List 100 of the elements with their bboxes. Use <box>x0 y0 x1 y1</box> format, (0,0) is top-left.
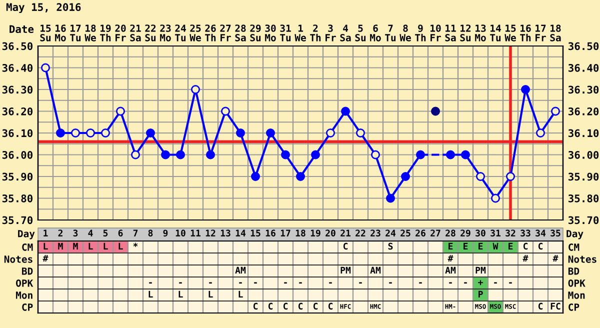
point <box>56 128 65 138</box>
x-tick-label: 6 <box>118 230 123 236</box>
x-tick-label: 17 <box>280 230 290 236</box>
point <box>536 128 545 138</box>
text: C <box>268 302 273 310</box>
x-tick-label: 17 Fr <box>536 24 546 42</box>
x-tick-label: 5 Su <box>355 24 366 42</box>
point <box>236 128 245 138</box>
text: L <box>148 290 153 298</box>
y-tick-label: 36.30 <box>2 86 33 94</box>
x-tick-label: 10 Fr <box>430 24 441 42</box>
text: - <box>299 282 302 284</box>
y2-tick-label: 35.70 <box>568 216 599 224</box>
y2-tick-label: 36.30 <box>568 86 599 94</box>
text: W <box>492 242 498 250</box>
point <box>251 172 260 181</box>
y-tick-label: 35.90 <box>2 172 33 181</box>
y2-tick-label: Notes <box>568 256 596 263</box>
x-tick-label: 26 Th <box>205 24 216 42</box>
text: - <box>509 282 512 284</box>
x-tick-label: 9 <box>163 230 168 237</box>
point <box>86 128 95 138</box>
x-tick-label: 20 Fr <box>115 24 126 42</box>
x-tick-label: 18 Sa <box>550 24 561 42</box>
y-tick-label: CP <box>22 303 33 311</box>
point <box>371 150 380 160</box>
point <box>296 172 305 181</box>
point <box>41 63 50 72</box>
x-tick-label: 28 Sa <box>235 24 246 42</box>
x-tick-label: 18 We <box>84 24 96 42</box>
x-tick-label: 12 Su <box>460 24 471 42</box>
y2-tick-label: 36.20 <box>568 107 599 116</box>
x-tick-label: 10 <box>176 230 186 236</box>
y-tick-label: OPK <box>16 279 34 287</box>
text: AM <box>235 266 246 274</box>
text: C <box>253 302 258 310</box>
text: C <box>538 302 543 310</box>
x-tick-label: 8 We <box>400 24 411 42</box>
point <box>341 106 350 116</box>
x-tick-label: 35 <box>550 230 560 236</box>
point <box>146 128 155 138</box>
text: L <box>178 290 183 298</box>
x-tick-label: 7 Tu <box>385 24 396 42</box>
text: C <box>538 242 543 250</box>
y-tick-label: 36.00 <box>2 150 33 159</box>
text: C <box>283 302 288 310</box>
point <box>506 172 515 181</box>
y-tick-label: 36.20 <box>2 107 33 116</box>
x-tick-label: 29 <box>460 230 470 237</box>
x-tick-label: 13 <box>220 230 230 236</box>
text: AM <box>370 266 381 274</box>
text: - <box>449 282 452 284</box>
x-tick-label: 9 Th <box>415 24 426 42</box>
y2-tick-label: OPK <box>568 279 586 287</box>
x-tick-label: 34 <box>536 230 546 236</box>
x-tick-label: 31 <box>490 230 501 236</box>
text: C <box>523 242 528 250</box>
text: - <box>179 282 182 284</box>
x-tick-label: 30 Mo <box>265 24 276 42</box>
x-tick-label: 20 <box>326 230 336 236</box>
text: E <box>478 242 483 250</box>
x-tick-label: 19 Th <box>100 24 111 42</box>
point <box>326 128 335 138</box>
text: * <box>133 242 138 247</box>
point <box>491 194 500 203</box>
text: P <box>478 290 483 298</box>
y-tick-label: 36.50 <box>2 42 33 50</box>
x-tick-label: 11 Sa <box>445 24 456 42</box>
x-tick-label: 15 <box>250 230 260 236</box>
point <box>551 106 560 116</box>
text: # <box>552 255 558 262</box>
text: # <box>522 255 528 262</box>
point <box>191 85 200 94</box>
x-tick-label: 4 <box>88 230 93 236</box>
text: FC <box>550 302 560 310</box>
text: M <box>58 242 63 250</box>
x-tick-label: 13 Mo <box>475 24 486 42</box>
x-tick-label: 2 <box>58 230 62 236</box>
x-tick-label: 27 <box>430 230 440 236</box>
x-tick-label: 21 Sa <box>130 24 141 42</box>
x-tick-label: 8 <box>148 230 153 236</box>
text: C <box>313 302 318 310</box>
x-tick-label: 16 Th <box>520 24 531 42</box>
text: - <box>464 282 467 284</box>
y-tick-label: Notes <box>4 256 32 263</box>
x-tick-label: 25 We <box>190 24 201 42</box>
point <box>311 150 320 160</box>
y2-tick-label: 36.50 <box>568 42 599 50</box>
text: PM <box>340 266 351 274</box>
text: PM <box>476 266 486 274</box>
text: + <box>478 280 483 286</box>
x-tick-label: 24 <box>386 230 396 236</box>
x-tick-label: 18 <box>296 230 306 236</box>
x-tick-label: 30 <box>476 230 486 236</box>
text: - <box>359 282 362 284</box>
text: S <box>388 242 393 250</box>
x-tick-label: 4 Sa <box>340 24 351 42</box>
point <box>266 128 275 138</box>
y2-tick-label: 36.40 <box>568 64 599 72</box>
y-tick-label: 35.70 <box>2 216 33 224</box>
